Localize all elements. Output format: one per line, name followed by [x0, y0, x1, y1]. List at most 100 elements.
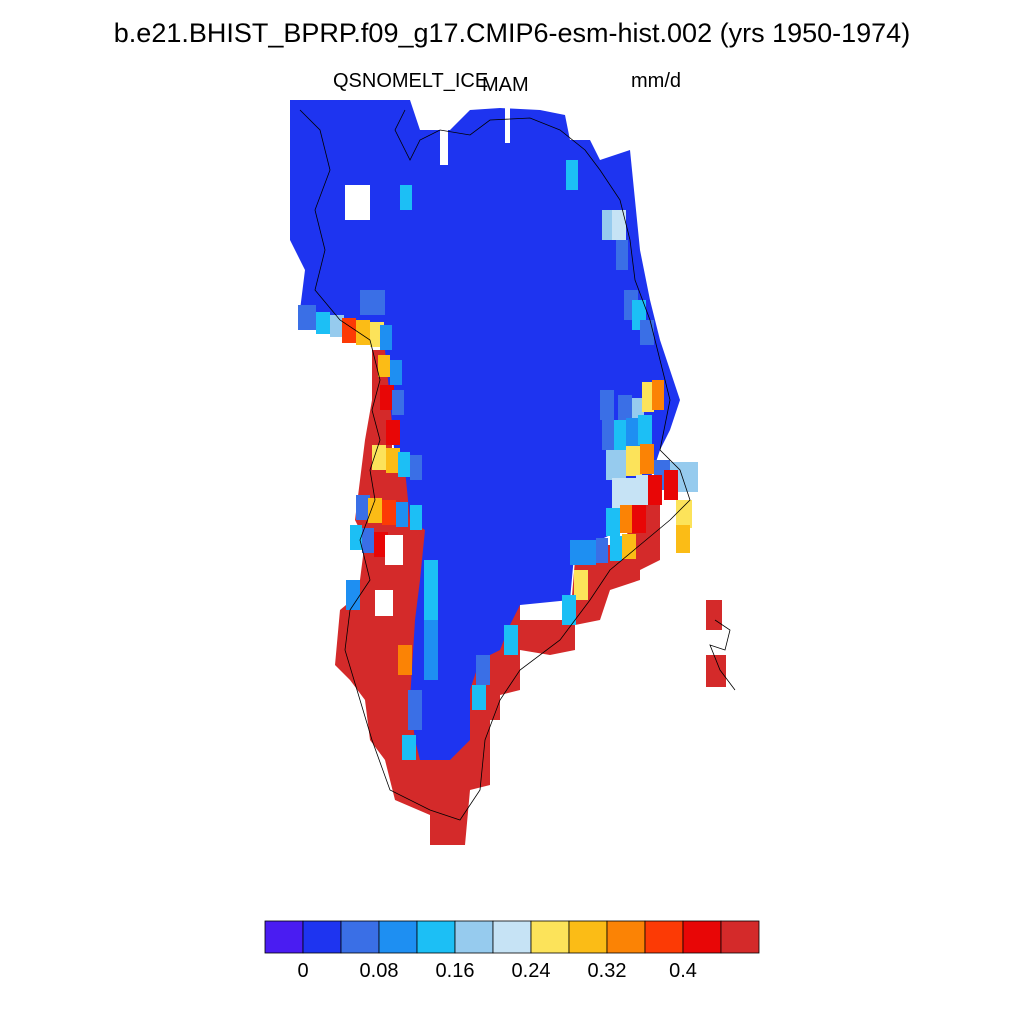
plot-title: b.e21.BHIST_BPRP.f09_g17.CMIP6-esm-hist.…: [113, 18, 911, 48]
melt-pixel: [640, 444, 654, 474]
melt-pixel: [620, 505, 632, 533]
colorbar-tick-label: 0.16: [435, 960, 475, 982]
melt-pixel: [374, 532, 388, 557]
units-label: mm/d: [631, 70, 681, 92]
melt-pixel: [424, 620, 438, 680]
melt-pixel: [612, 210, 626, 240]
melt-pixel: [566, 160, 578, 190]
melt-pixel: [400, 185, 412, 210]
melt-pixel: [596, 538, 608, 563]
colorbar-tick-label: 0.4: [669, 960, 697, 982]
coastline: [299, 109, 691, 821]
colorbar-tick-label: 0: [297, 960, 309, 982]
melt-pixel: [562, 595, 576, 625]
melt-pixel: [398, 452, 410, 477]
melt-pixel: [600, 390, 614, 420]
colorbar-tick-label: 0.32: [587, 960, 627, 982]
melt-pixel: [380, 325, 392, 350]
melt-pixel: [614, 420, 628, 450]
melt-pixel: [676, 500, 692, 528]
melt-pixel: [382, 500, 396, 525]
melt-pixel: [372, 445, 386, 470]
colorbar-tick-label: 0.24: [511, 960, 551, 982]
melt-pixel: [356, 495, 370, 520]
melt-pixel: [386, 448, 400, 473]
colorbar-box: [302, 920, 342, 954]
melt-pixel: [424, 560, 438, 620]
melt-pixel: [616, 240, 628, 270]
melt-pixel: [386, 420, 400, 445]
melt-pixel: [638, 415, 652, 445]
colorbar-box: [682, 920, 722, 954]
melt-pixel: [380, 385, 394, 410]
melt-pixel: [622, 534, 636, 559]
melt-pixel: [652, 380, 664, 410]
melt-pixel: [392, 390, 404, 415]
colorbar-box: [530, 920, 570, 954]
melt-pixel: [676, 525, 690, 553]
melt-pixel: [316, 312, 330, 334]
melt-pixel: [570, 540, 584, 565]
colorbar-box: [378, 920, 418, 954]
melt-pixel: [612, 478, 636, 508]
melt-pixel: [648, 475, 662, 505]
melt-pixel: [646, 505, 660, 533]
melt-pixel: [398, 645, 412, 675]
melt-pixel: [642, 382, 654, 412]
melt-pixel: [618, 395, 632, 425]
melt-pixel: [408, 690, 422, 730]
melt-pixel: [574, 570, 588, 600]
melt-pixel: [610, 536, 622, 561]
colorbar-box: [264, 920, 304, 954]
colorbar-box: [720, 920, 760, 954]
melt-pixel: [390, 360, 402, 385]
colorbar-box: [492, 920, 532, 954]
melt-pixel: [372, 420, 386, 445]
melt-pixel: [476, 655, 490, 685]
melt-pixel: [350, 525, 362, 550]
melt-pixel: [606, 450, 626, 480]
melt-pixel: [606, 508, 620, 536]
melt-pixel: [342, 318, 356, 343]
melt-pixel: [410, 505, 422, 530]
variable-name: QSNOMELT_ICE: [333, 70, 489, 92]
colorbar-box: [454, 920, 494, 954]
colorbar-box: [644, 920, 684, 954]
melt-pixel: [346, 580, 360, 610]
east-island-coast: [709, 619, 736, 691]
colorbar-box: [416, 920, 456, 954]
season-label: MAM: [482, 74, 529, 96]
melt-pixel: [664, 470, 678, 500]
melt-pixel: [636, 475, 650, 505]
colorbar-tick-label: 0.08: [359, 960, 399, 982]
colorbar-box: [340, 920, 380, 954]
melt-pixel: [378, 355, 390, 377]
melt-pixel: [368, 498, 382, 523]
melt-pixel: [684, 462, 698, 492]
melt-pixel: [632, 505, 646, 533]
colorbar-box: [568, 920, 608, 954]
melt-pixel: [504, 625, 518, 655]
melt-pixel: [472, 685, 486, 710]
east-island-melt-south: [706, 655, 726, 687]
missing-data-gaps: [345, 108, 510, 616]
melt-pixel: [626, 418, 640, 448]
melt-pixels: [298, 160, 698, 760]
melt-pixel: [298, 305, 316, 330]
ice-sheet-interior: [290, 100, 680, 760]
melt-pixel: [410, 455, 422, 480]
east-island-melt-north: [706, 600, 722, 630]
melt-pixel: [396, 502, 408, 527]
colorbar-box: [606, 920, 646, 954]
melt-pixel: [360, 290, 385, 315]
melt-pixel: [402, 735, 416, 760]
colorbar-boxes: [264, 920, 760, 954]
melt-pixel: [626, 446, 642, 476]
melt-pixel: [362, 528, 374, 553]
melt-pixel: [640, 320, 654, 345]
melt-pixel: [356, 320, 370, 345]
melt-pixel: [584, 540, 596, 565]
melt-pixel: [602, 420, 616, 450]
